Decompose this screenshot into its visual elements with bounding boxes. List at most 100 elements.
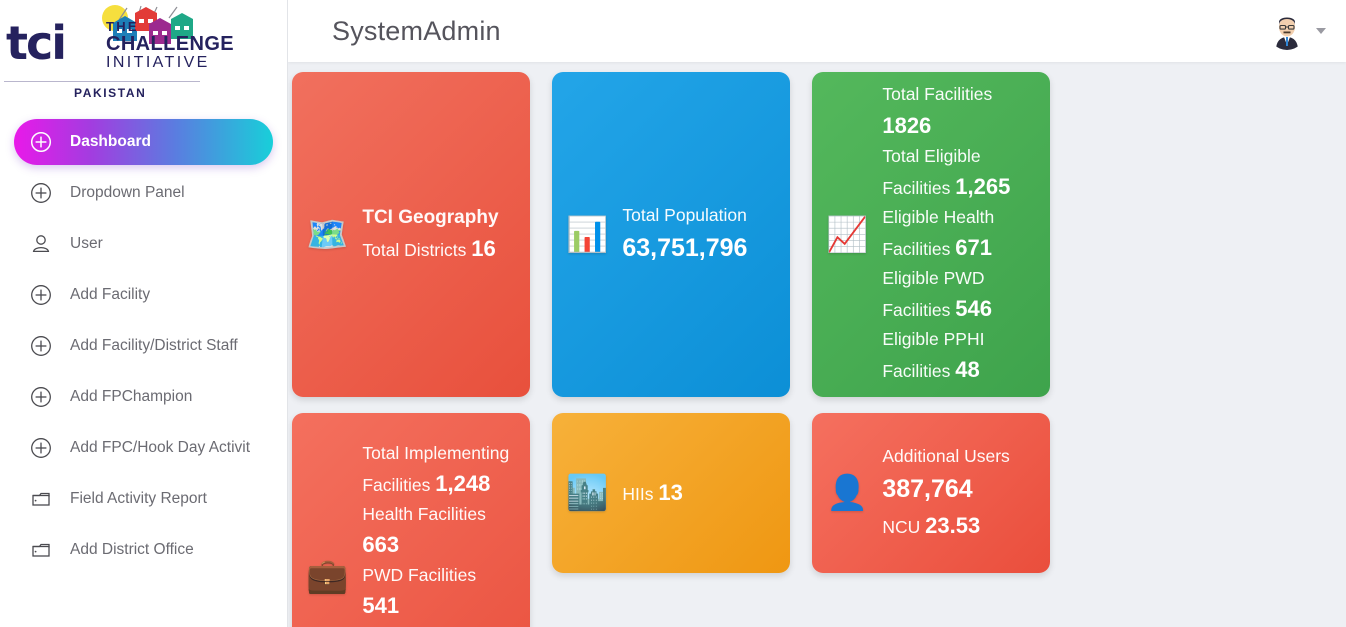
card-body: TCI Geography Total Districts 16	[362, 203, 498, 267]
sidebar-item-label: Dropdown Panel	[70, 184, 185, 202]
sidebar-item-add-facility-district-staff[interactable]: Add Facility/District Staff	[14, 323, 273, 369]
card-metric: Implementing PPHI Facilities 44	[362, 623, 516, 627]
card-title: TCI Geography	[362, 206, 499, 228]
sidebar-item-dropdown-panel[interactable]: Dropdown Panel	[14, 170, 273, 216]
card-additional-users[interactable]: 👤 Additional Users 387,764 NCU 23.53	[812, 413, 1050, 573]
card-metric-label: NCU	[882, 516, 921, 537]
card-metric: 63,751,796	[622, 229, 747, 268]
card-metric-label: Additional Users	[882, 446, 1010, 467]
sidebar-item-add-fpc-hook-day-activity[interactable]: Add FPC/Hook Day Activit	[14, 425, 273, 471]
plus-circle-icon	[28, 180, 54, 206]
card-metric-label: Eligible PPHI Facilities	[882, 329, 985, 382]
avatar[interactable]	[1268, 12, 1306, 50]
bar-chart-icon: 📊	[566, 215, 609, 254]
sidebar-item-dashboard[interactable]: Dashboard	[14, 119, 273, 165]
card-metric: NCU 23.53	[882, 509, 1009, 543]
dashboard-card-grid: 🗺️ TCI Geography Total Districts 16 📊 To…	[288, 62, 1346, 627]
sidebar-item-user[interactable]: User	[14, 221, 273, 267]
card-metric: PWD Facilities 541	[362, 562, 516, 623]
card-metric-value: 546	[955, 296, 993, 322]
sidebar-item-field-activity-report[interactable]: Field Activity Report	[14, 476, 273, 522]
sidebar-item-label: Add Facility/District Staff	[70, 337, 238, 355]
card-tci-geography[interactable]: 🗺️ TCI Geography Total Districts 16	[292, 72, 530, 397]
user-icon	[28, 231, 54, 257]
folder-icon	[28, 537, 54, 563]
user-menu[interactable]	[1268, 12, 1326, 50]
cityscape-icon: 🏙️	[566, 474, 609, 512]
card-metric: Total Districts 16	[362, 232, 498, 266]
plus-circle-icon	[28, 435, 54, 461]
logo-line-the: THE	[106, 19, 139, 34]
brand-logo[interactable]: tci THE CHALLENGE INITIATIVE PAKISTAN	[0, 0, 287, 104]
logo-line-challenge: CHALLENGE	[106, 33, 235, 55]
card-metric-value: 1,265	[955, 173, 1011, 199]
briefcase-icon: 💼	[306, 556, 349, 595]
card-body: Additional Users 387,764 NCU 23.53	[882, 443, 1009, 543]
card-metric-label: HIIs	[622, 483, 654, 504]
card-metric-value: 1,248	[435, 470, 491, 496]
line-chart-icon: 📈	[826, 215, 869, 254]
card-metric-value: 387,764	[882, 475, 973, 504]
card-metric-value: 541	[362, 593, 400, 619]
person-icon: 👤	[826, 474, 869, 512]
sidebar-nav: Dashboard Dropdown Panel User Add Facili…	[0, 104, 287, 573]
sidebar-item-label: Add FPChampion	[70, 388, 193, 406]
card-metric-label: Eligible Health Facilities	[882, 206, 995, 260]
card-metric: Total Eligible Facilities 1,265	[882, 143, 1036, 204]
logo-buildings-icon	[102, 5, 193, 44]
sidebar-item-add-district-office[interactable]: Add District Office	[14, 527, 273, 573]
chevron-down-icon[interactable]	[1316, 28, 1326, 34]
card-facilities[interactable]: 📈 Total Facilities 1826 Total Eligible F…	[812, 72, 1050, 397]
sidebar-item-add-fpchampion[interactable]: Add FPChampion	[14, 374, 273, 420]
card-metric-value: 48	[955, 357, 980, 383]
card-hiis[interactable]: 🏙️ HIIs 13	[552, 413, 790, 573]
card-metric-value: 13	[658, 479, 683, 505]
card-metric-value: 663	[362, 531, 400, 557]
card-metric: Total Implementing Facilities 1,248	[362, 440, 516, 501]
main-content: SystemAdmin	[288, 0, 1346, 627]
card-metric-value: 1826	[882, 112, 932, 138]
sidebar-item-label: Add FPC/Hook Day Activit	[70, 439, 251, 457]
plus-circle-icon	[28, 129, 54, 155]
card-metric-label: Total Facilities	[882, 84, 993, 105]
map-icon: 🗺️	[306, 215, 349, 254]
sidebar: tci THE CHALLENGE INITIATIVE PAKISTAN Da…	[0, 0, 288, 627]
card-implementing-facilities[interactable]: 💼 Total Implementing Facilities 1,248 He…	[292, 413, 530, 627]
plus-circle-icon	[28, 384, 54, 410]
card-metric-label: Eligible PWD Facilities	[882, 268, 985, 321]
card-metric-value: 16	[471, 236, 496, 262]
sidebar-item-label: Add District Office	[70, 541, 194, 559]
logo-divider	[4, 81, 200, 82]
page-title: SystemAdmin	[332, 15, 501, 46]
logo-wordmark: tci	[6, 16, 67, 70]
sidebar-item-label: User	[70, 235, 103, 253]
card-metric: HIIs 13	[622, 476, 682, 510]
plus-circle-icon	[28, 282, 54, 308]
card-metric-value: 671	[955, 235, 993, 261]
card-total-population[interactable]: 📊 Total Population 63,751,796	[552, 72, 790, 397]
card-metric-label: Total Implementing Facilities	[362, 442, 510, 495]
logo-line-initiative: INITIATIVE	[106, 54, 210, 71]
card-metric-label: PWD Facilities	[362, 564, 477, 585]
logo-tagline: THE CHALLENGE INITIATIVE	[106, 20, 234, 71]
plus-circle-icon	[28, 333, 54, 359]
card-metric: Eligible PWD Facilities 546	[882, 265, 1036, 326]
logo-country-label: PAKISTAN	[74, 86, 147, 100]
sidebar-item-label: Add Facility	[70, 286, 151, 304]
sidebar-item-label: Dashboard	[70, 133, 151, 151]
card-metric-label: Total Population	[622, 204, 747, 225]
sidebar-item-add-facility[interactable]: Add Facility	[14, 272, 273, 318]
sidebar-item-label: Field Activity Report	[70, 490, 207, 508]
card-metric: Health Facilities 663	[362, 501, 516, 562]
card-metric: Total Facilities 1826	[882, 81, 1036, 142]
card-metric: Eligible PPHI Facilities 48	[882, 326, 1036, 387]
card-body: HIIs 13	[622, 476, 682, 510]
card-metric: 387,764	[882, 470, 1009, 509]
card-body: Total Facilities 1826 Total Eligible Fac…	[882, 81, 1036, 387]
tci-logo: tci THE CHALLENGE INITIATIVE PAKISTAN	[4, 4, 234, 100]
card-metric-label: Total Districts	[362, 240, 467, 261]
folder-icon	[28, 486, 54, 512]
top-bar: SystemAdmin	[288, 0, 1346, 62]
card-body: Total Implementing Facilities 1,248 Heal…	[362, 440, 516, 627]
